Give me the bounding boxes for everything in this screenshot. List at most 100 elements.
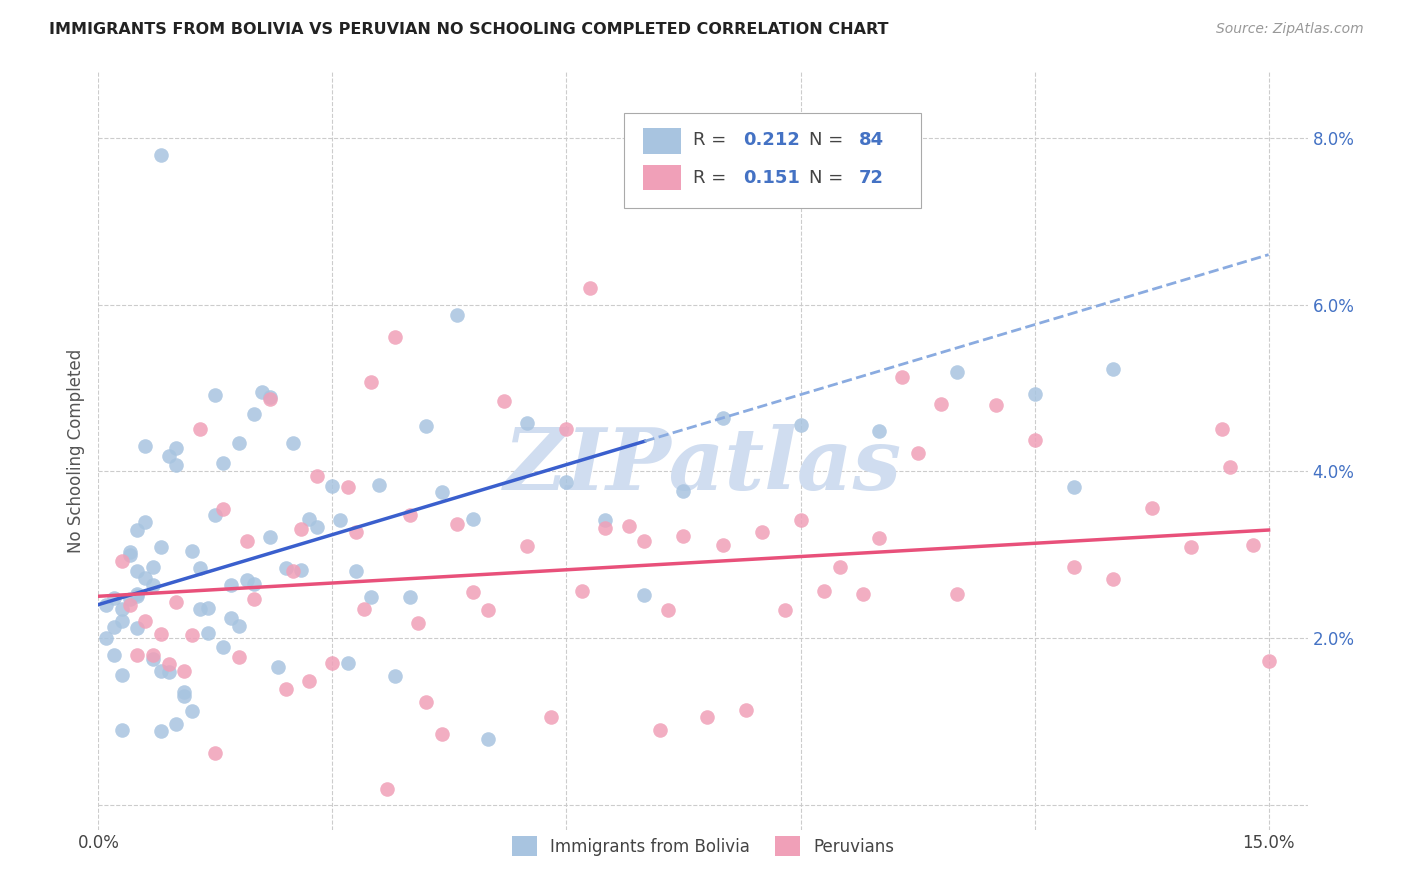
Point bbox=[235, 533, 257, 548]
Point bbox=[516, 416, 538, 430]
Text: N =: N = bbox=[810, 169, 849, 186]
Point bbox=[188, 602, 211, 616]
Point bbox=[617, 518, 640, 533]
Point bbox=[252, 384, 274, 399]
Point bbox=[165, 595, 187, 609]
Point bbox=[399, 508, 422, 522]
Point bbox=[868, 424, 890, 438]
Point bbox=[696, 710, 718, 724]
Bar bbox=[643, 128, 682, 154]
Point bbox=[375, 781, 398, 796]
Text: ZIPatlas: ZIPatlas bbox=[503, 424, 903, 508]
Point bbox=[204, 508, 226, 523]
Point bbox=[672, 484, 695, 499]
Point bbox=[461, 512, 484, 526]
Point bbox=[290, 522, 312, 536]
Text: 0.212: 0.212 bbox=[742, 131, 800, 149]
Point bbox=[321, 479, 343, 493]
Point bbox=[415, 419, 437, 434]
Point bbox=[446, 309, 468, 323]
Point bbox=[852, 587, 875, 601]
Point bbox=[1257, 654, 1279, 668]
Point bbox=[118, 598, 141, 612]
Text: R =: R = bbox=[693, 169, 733, 186]
Point bbox=[127, 620, 149, 634]
Point bbox=[477, 731, 499, 746]
Point bbox=[368, 478, 391, 492]
Point bbox=[103, 591, 125, 605]
Point bbox=[494, 394, 516, 409]
Point bbox=[173, 665, 195, 679]
Point bbox=[259, 390, 281, 404]
Point bbox=[430, 485, 453, 500]
Point bbox=[103, 620, 125, 634]
Point bbox=[672, 529, 695, 543]
Point bbox=[1211, 422, 1233, 436]
Point bbox=[96, 631, 118, 645]
Point bbox=[555, 475, 578, 489]
Point bbox=[384, 330, 406, 344]
Point bbox=[283, 564, 305, 578]
Point bbox=[1024, 433, 1046, 447]
Text: 84: 84 bbox=[859, 131, 884, 149]
Point bbox=[1101, 572, 1123, 586]
Point bbox=[243, 407, 266, 421]
Point bbox=[96, 598, 118, 612]
Point bbox=[384, 668, 406, 682]
Point bbox=[477, 603, 499, 617]
Point bbox=[259, 530, 281, 544]
Text: N =: N = bbox=[810, 131, 849, 149]
Point bbox=[1219, 459, 1241, 474]
Point bbox=[142, 578, 165, 592]
Point bbox=[907, 446, 929, 460]
Point bbox=[633, 588, 655, 602]
Point bbox=[344, 564, 367, 578]
Point bbox=[228, 436, 250, 450]
Point bbox=[321, 656, 343, 670]
Point bbox=[399, 590, 422, 604]
Point bbox=[157, 449, 180, 463]
Point bbox=[118, 591, 141, 606]
Point bbox=[773, 603, 796, 617]
Point bbox=[111, 554, 134, 568]
Point bbox=[1241, 538, 1264, 552]
Point bbox=[344, 525, 367, 540]
Point bbox=[337, 479, 360, 493]
Point bbox=[430, 727, 453, 741]
Point bbox=[219, 611, 242, 625]
Point bbox=[274, 682, 297, 697]
Point bbox=[204, 388, 226, 402]
Point bbox=[111, 614, 134, 628]
Point bbox=[789, 513, 811, 527]
Point bbox=[329, 514, 352, 528]
Point bbox=[149, 627, 172, 641]
Point bbox=[197, 600, 219, 615]
Point bbox=[1180, 540, 1202, 554]
Point bbox=[711, 538, 734, 552]
Point bbox=[283, 436, 305, 450]
Point bbox=[290, 562, 312, 576]
Point bbox=[142, 652, 165, 666]
Text: R =: R = bbox=[693, 131, 733, 149]
Point bbox=[890, 369, 912, 384]
Point bbox=[415, 695, 437, 709]
Point bbox=[118, 545, 141, 559]
Point bbox=[188, 422, 211, 436]
Point bbox=[259, 392, 281, 407]
Point bbox=[219, 578, 242, 592]
Y-axis label: No Schooling Completed: No Schooling Completed bbox=[66, 349, 84, 552]
Point bbox=[188, 561, 211, 575]
Point bbox=[111, 723, 134, 738]
Legend: Immigrants from Bolivia, Peruvians: Immigrants from Bolivia, Peruvians bbox=[505, 830, 901, 863]
Point bbox=[157, 665, 180, 679]
Point bbox=[127, 587, 149, 601]
Point bbox=[1063, 560, 1085, 574]
Point bbox=[134, 439, 156, 453]
Point bbox=[945, 366, 967, 380]
Point bbox=[446, 517, 468, 532]
Point bbox=[173, 690, 195, 704]
Point bbox=[305, 520, 328, 534]
Point bbox=[751, 525, 773, 540]
Point bbox=[111, 602, 134, 616]
Point bbox=[142, 560, 165, 574]
